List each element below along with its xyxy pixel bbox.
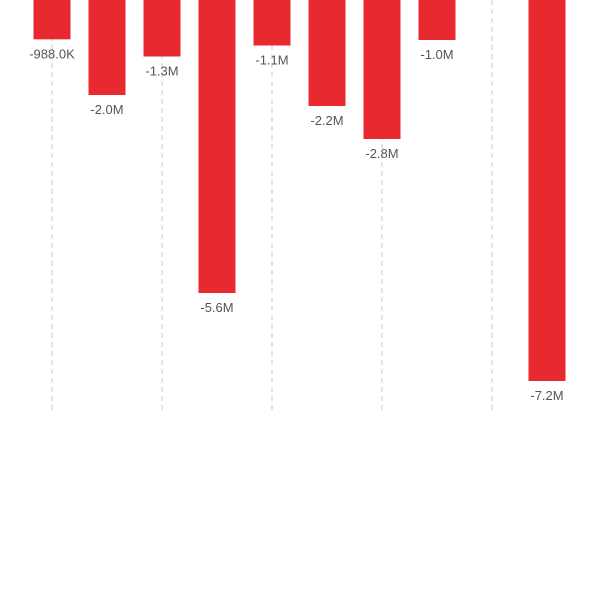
bar	[253, 0, 291, 46]
bar-value-label: -7.2M	[530, 388, 563, 403]
bar-value-label: -2.2M	[310, 113, 343, 128]
bar-value-label: -1.0M	[420, 47, 453, 62]
bar	[308, 0, 346, 106]
bar-value-label: -988.0K	[29, 46, 75, 61]
bar	[528, 0, 566, 381]
bar-value-label: -2.0M	[90, 102, 123, 117]
bars	[33, 0, 566, 381]
data-labels: -988.0K -2.0M -1.3M -5.6M -1.1M -2.2M -2.8M -1.…	[29, 46, 563, 403]
bar-value-label: -1.1M	[255, 53, 288, 68]
bar-value-label: -2.8M	[365, 146, 398, 161]
bar	[143, 0, 181, 57]
bar-value-label: -1.3M	[145, 64, 178, 79]
bar	[88, 0, 126, 95]
bar	[418, 0, 456, 40]
bar-value-label: -5.6M	[200, 300, 233, 315]
bar	[363, 0, 401, 139]
bar	[198, 0, 236, 293]
bar	[33, 0, 71, 40]
